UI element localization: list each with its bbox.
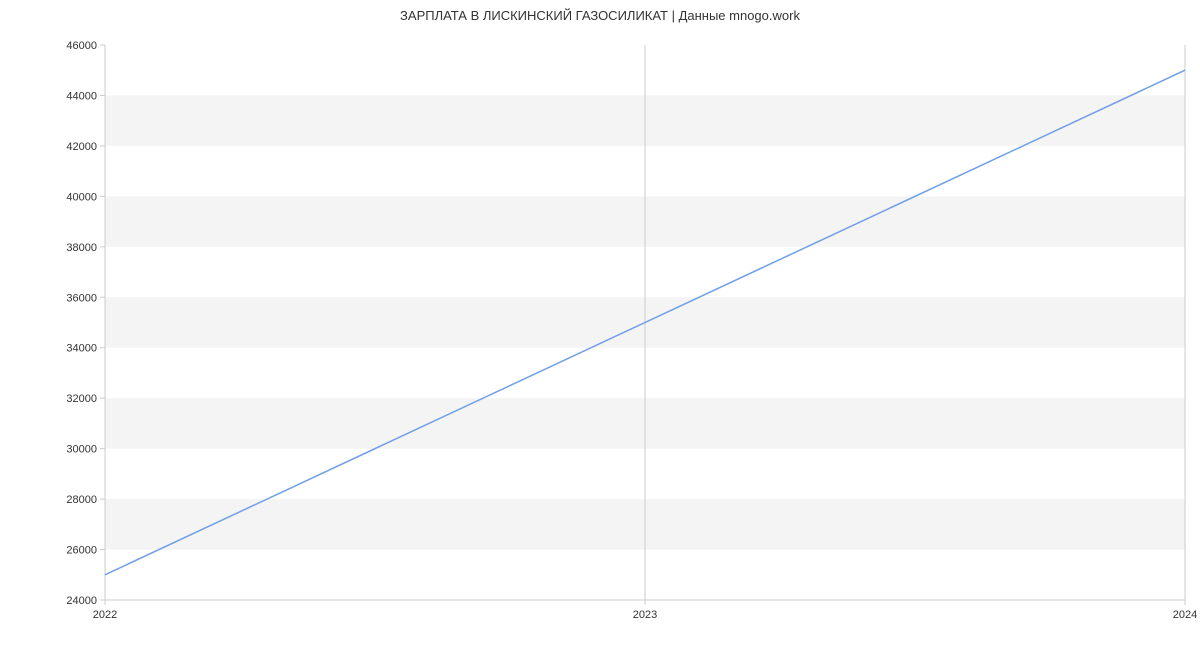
chart-svg: 24000 26000 28000 30000 32000 34000 36000 38000… (0, 0, 1200, 650)
y-tick-label: 28000 (66, 494, 97, 506)
y-tick-label: 32000 (66, 393, 97, 405)
y-tick-label: 34000 (66, 343, 97, 355)
y-tick-label: 26000 (66, 545, 97, 557)
y-tick-label: 42000 (66, 141, 97, 153)
salary-line-chart: ЗАРПЛАТА В ЛИСКИНСКИЙ ГАЗОСИЛИКАТ | Данн… (0, 0, 1200, 650)
y-tick-label: 44000 (66, 90, 97, 102)
y-tick-label: 36000 (66, 292, 97, 304)
y-tick-label: 38000 (66, 242, 97, 254)
x-tick-label: 2022 (93, 609, 117, 621)
x-tick-label: 2024 (1173, 609, 1197, 621)
y-tick-label: 24000 (66, 595, 97, 607)
y-tick-label: 30000 (66, 444, 97, 456)
x-tick-label: 2023 (633, 609, 657, 621)
y-tick-label: 40000 (66, 191, 97, 203)
y-tick-label: 46000 (66, 40, 97, 52)
